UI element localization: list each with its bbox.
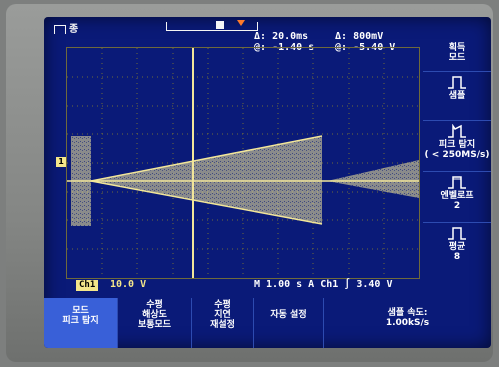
bottom-softkey-menu: 모드 피크 탐지 수평 해상도 보통모드 수평 지연 재설정 자동 설정 샘플 … <box>44 298 491 348</box>
softkey-horizontal-delay-value: 지연 재설정 <box>192 310 253 330</box>
ch1-badge: Ch1 <box>76 280 98 291</box>
softkey-horizontal-resolution-title: 수평 <box>118 300 191 310</box>
menu-item-sample[interactable]: 샘플 <box>423 71 491 120</box>
acquire-mode-label: 획득 모드 <box>449 43 466 63</box>
softkey-mode-value: 피크 탐지 <box>44 316 117 326</box>
softkey-mode[interactable]: 모드 피크 탐지 <box>44 298 118 348</box>
softkey-sample-rate[interactable]: 샘플 속도: 1.00kS/s <box>324 298 491 348</box>
ch1-ground-marker: 1 <box>56 157 66 167</box>
envelope-mode-icon <box>447 175 467 189</box>
ch1-scale: 10.0 V <box>110 279 146 290</box>
oscilloscope-screen: 종 Δ: 20.0ms Δ: 800mV @: -1.40 s @: -5.40… <box>44 17 491 348</box>
waveform-display <box>67 48 419 278</box>
softkey-horizontal-delay-title: 수평 <box>192 300 253 310</box>
sample-mode-icon <box>447 75 467 89</box>
menu-item-peak-detect[interactable]: 피크 탐지 ( < 250MS/s) <box>423 120 491 171</box>
menu-item-peak-detect-label: 피크 탐지 ( < 250MS/s) <box>425 140 490 160</box>
softkey-horizontal-delay[interactable]: 수평 지연 재설정 <box>192 298 254 348</box>
menu-item-average[interactable]: 평균 8 <box>423 222 491 283</box>
softkey-mode-title: 모드 <box>44 306 117 316</box>
menu-item-envelope[interactable]: 엔벨로프 2 <box>423 171 491 222</box>
trigger-status: 종 <box>54 20 78 35</box>
softkey-horizontal-resolution-value: 해상도 보통모드 <box>118 310 191 330</box>
softkey-sample-rate-value: 1.00kS/s <box>324 318 491 328</box>
waveform-envelope <box>91 136 322 224</box>
trigger-status-text: 종 <box>69 24 78 35</box>
delta-time-label: Δ: <box>254 31 266 42</box>
oscilloscope-bezel: 종 Δ: 20.0ms Δ: 800mV @: -1.40 s @: -5.40… <box>6 4 493 362</box>
record-position-marker <box>216 21 224 29</box>
delta-volt-label: Δ: <box>335 31 347 42</box>
average-mode-icon <box>447 226 467 240</box>
softkey-sample-rate-title: 샘플 속도: <box>324 308 491 318</box>
softkey-horizontal-resolution[interactable]: 수평 해상도 보통모드 <box>118 298 192 348</box>
softkey-auto-setup-title: 자동 설정 <box>254 310 323 320</box>
delta-time-value: 20.0ms <box>272 31 308 42</box>
menu-item-envelope-label: 엔벨로프 2 <box>440 191 473 211</box>
trigger-position-icon <box>237 20 245 26</box>
delta-volt-value: 800mV <box>353 31 383 42</box>
softkey-auto-setup[interactable]: 자동 설정 <box>254 298 324 348</box>
acquire-mode-title: 획득 모드 <box>423 37 491 71</box>
acquire-side-menu: 획득 모드 샘플 피크 탐지 ( < 250MS/s) 엔벨로프 2 평균 8 <box>423 37 491 287</box>
menu-item-average-label: 평균 8 <box>449 242 466 262</box>
trigger-state-icon <box>54 25 66 34</box>
timebase-readout: M 1.00 s A Ch1 ∫ 3.40 V <box>254 279 392 290</box>
peak-detect-icon <box>447 124 467 138</box>
menu-item-sample-label: 샘플 <box>449 91 466 101</box>
channel-info-line: Ch1 10.0 V M 1.00 s A Ch1 ∫ 3.40 V <box>66 279 426 293</box>
waveform-graticule <box>66 47 420 279</box>
